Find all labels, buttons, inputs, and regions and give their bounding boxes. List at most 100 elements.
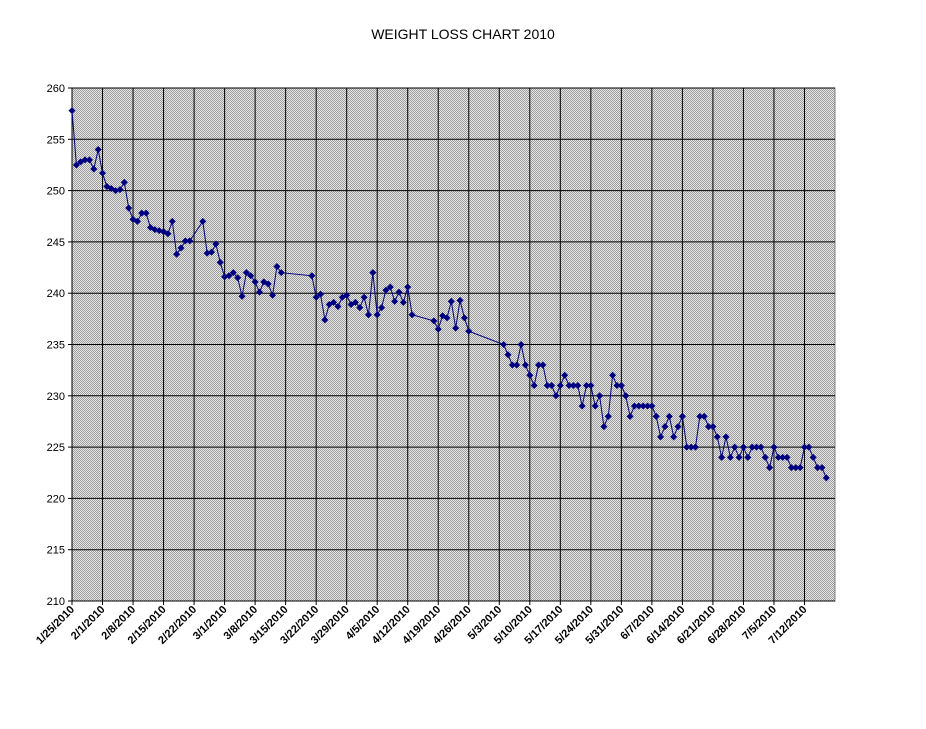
data-point: [234, 274, 242, 282]
data-point: [687, 443, 695, 451]
data-point: [399, 298, 407, 306]
data-point: [68, 107, 76, 115]
data-point: [247, 272, 255, 280]
data-point: [460, 314, 468, 322]
data-point: [744, 453, 752, 461]
data-point: [600, 423, 608, 431]
data-point: [792, 464, 800, 472]
data-point: [556, 382, 564, 390]
data-point: [391, 297, 399, 305]
x-tick-label: 1/25/2010: [34, 604, 77, 647]
data-point: [530, 382, 538, 390]
data-point: [565, 382, 573, 390]
data-point: [517, 341, 525, 348]
data-point: [334, 303, 342, 311]
data-point: [683, 443, 691, 451]
data-point: [783, 453, 791, 461]
data-point: [726, 453, 734, 461]
data-point: [718, 453, 726, 461]
data-point: [360, 293, 368, 301]
data-point: [622, 392, 630, 400]
chart-title: WEIGHT LOSS CHART 2010: [371, 26, 555, 42]
data-point: [731, 443, 739, 451]
data-point: [456, 296, 464, 304]
data-point: [630, 402, 638, 410]
data-point: [382, 286, 390, 294]
data-point: [796, 464, 804, 472]
y-tick-label: 260: [47, 83, 65, 95]
data-point: [386, 283, 394, 291]
data-point: [648, 402, 656, 410]
data-point: [216, 258, 224, 266]
data-point: [604, 412, 612, 420]
data-point: [552, 392, 560, 400]
data-point: [94, 146, 102, 154]
y-tick-label: 235: [47, 340, 65, 352]
data-point: [735, 453, 743, 461]
data-point: [748, 443, 756, 451]
data-point: [739, 443, 747, 451]
data-point: [238, 292, 246, 300]
data-point: [691, 443, 699, 451]
data-point: [116, 186, 124, 194]
y-tick-label: 225: [47, 442, 65, 454]
data-point: [526, 371, 534, 379]
data-point: [814, 464, 822, 472]
data-point: [373, 311, 381, 319]
data-point: [343, 291, 351, 299]
data-point: [99, 169, 107, 177]
data-point: [443, 314, 451, 322]
data-point: [535, 361, 543, 369]
data-point: [753, 443, 761, 451]
data-point: [805, 443, 813, 451]
data-point: [613, 382, 621, 390]
data-point: [369, 269, 377, 277]
data-point: [722, 433, 730, 441]
data-point: [212, 240, 220, 248]
data-point: [809, 453, 817, 461]
data-point: [818, 464, 826, 472]
y-tick-label: 220: [47, 493, 65, 505]
y-tick-label: 240: [47, 288, 65, 300]
data-point: [800, 443, 808, 451]
data-point: [251, 278, 259, 286]
data-point: [430, 317, 438, 325]
data-point: [181, 237, 189, 245]
data-point: [609, 371, 617, 379]
data-point: [561, 371, 569, 379]
data-point: [273, 263, 281, 271]
data-point: [617, 382, 625, 390]
axes: [68, 87, 835, 605]
data-point: [85, 156, 93, 164]
data-point: [72, 161, 80, 169]
data-point: [229, 269, 237, 277]
data-point: [504, 351, 512, 359]
data-point: [521, 361, 529, 369]
data-point: [779, 453, 787, 461]
data-point: [208, 248, 216, 256]
data-point: [787, 464, 795, 472]
data-point: [142, 209, 150, 217]
data-point: [177, 244, 185, 252]
data-point: [548, 382, 556, 390]
data-point: [312, 293, 320, 301]
y-tick-label: 230: [47, 391, 65, 403]
data-point: [574, 382, 582, 390]
data-point: [225, 272, 233, 280]
data-point: [452, 324, 460, 332]
data-point: [81, 156, 89, 164]
data-point: [770, 443, 778, 451]
data-point: [822, 474, 830, 482]
data-point: [543, 382, 551, 390]
grid: [71, 87, 835, 602]
data-point: [674, 423, 682, 431]
data-point: [757, 443, 765, 451]
data-point: [434, 325, 442, 333]
data-point: [569, 382, 577, 390]
data-point: [761, 453, 769, 461]
data-point: [705, 423, 713, 431]
data-point: [539, 361, 547, 369]
data-point: [404, 283, 412, 291]
data-point: [508, 361, 516, 369]
